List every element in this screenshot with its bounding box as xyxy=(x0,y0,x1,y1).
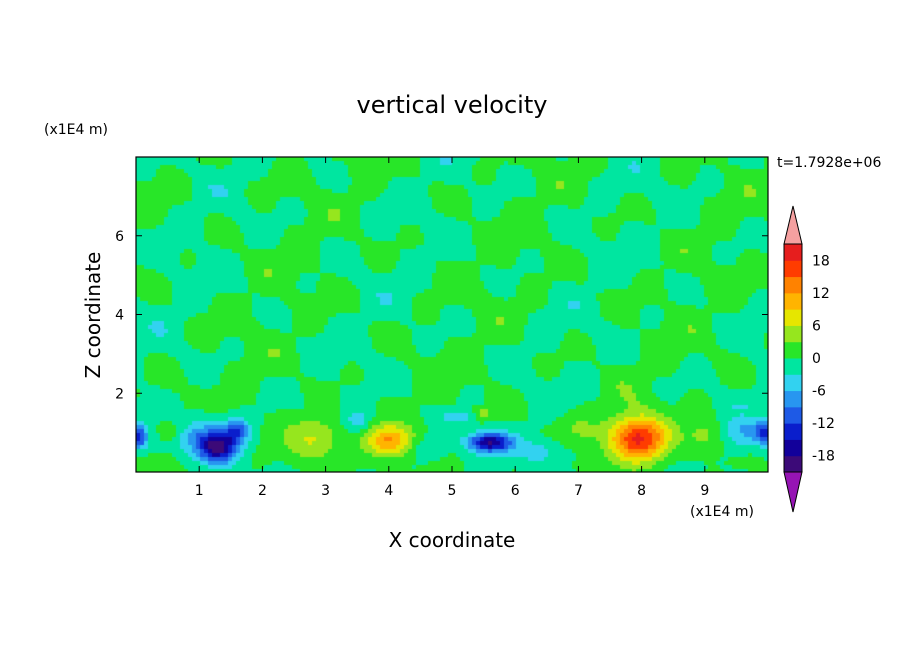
x-axis: 1 2 3 4 5 6 7 8 9 xyxy=(195,157,709,499)
colorbar-tick-label: -12 xyxy=(812,416,835,432)
y-axis-label: Z coordinate xyxy=(81,252,105,379)
colorbar-tick-label: -6 xyxy=(812,384,826,400)
colorbar-over-arrow xyxy=(783,205,803,245)
colorbar-tick-label: 12 xyxy=(812,286,830,302)
x-tick-label: 6 xyxy=(511,483,520,499)
contour-image xyxy=(136,157,768,472)
colorbar-segment xyxy=(784,423,802,440)
colorbar-segment xyxy=(784,292,802,310)
y-tick-label: 2 xyxy=(115,386,124,402)
x-tick-label: 4 xyxy=(384,483,393,499)
colorbar-segment xyxy=(784,406,802,424)
x-tick-label: 1 xyxy=(195,483,204,499)
colorbar-under-arrow xyxy=(783,471,803,513)
x-tick-label: 9 xyxy=(700,483,709,499)
colorbar-segment xyxy=(784,341,802,359)
colorbar-segment xyxy=(784,390,802,408)
colorbar-segment xyxy=(784,455,802,473)
x-tick-label: 7 xyxy=(574,483,583,499)
y-tick-label: 4 xyxy=(115,308,124,324)
colorbar-tick-label: 18 xyxy=(812,253,830,269)
time-label: t=1.7928e+06 xyxy=(777,155,881,171)
x-tick-label: 2 xyxy=(258,483,267,499)
chart-title: vertical velocity xyxy=(357,91,548,119)
colorbar-tick-label: -18 xyxy=(812,449,835,465)
colorbar-tick-label: 0 xyxy=(812,351,821,367)
colorbar-segment xyxy=(784,260,802,278)
x-tick-label: 3 xyxy=(321,483,330,499)
colorbar-tick-label: 6 xyxy=(812,318,821,334)
x-tick-label: 5 xyxy=(448,483,457,499)
y-axis: 2 4 6 xyxy=(115,229,768,402)
colorbar: 18 12 6 0 -6 -12 -18 xyxy=(783,205,835,513)
colorbar-segment xyxy=(784,325,802,343)
x-axis-unit: (x1E4 m) xyxy=(690,504,754,520)
y-axis-unit: (x1E4 m) xyxy=(44,122,108,138)
colorbar-segment xyxy=(784,276,802,294)
colorbar-segment xyxy=(784,309,802,326)
colorbar-segment xyxy=(784,439,802,457)
contour-field xyxy=(136,157,768,472)
colorbar-segment xyxy=(784,374,802,392)
y-tick-label: 6 xyxy=(115,229,124,245)
x-tick-label: 8 xyxy=(637,483,646,499)
x-axis-label: X coordinate xyxy=(389,528,516,552)
colorbar-segment xyxy=(784,244,802,261)
colorbar-segment xyxy=(784,358,802,375)
